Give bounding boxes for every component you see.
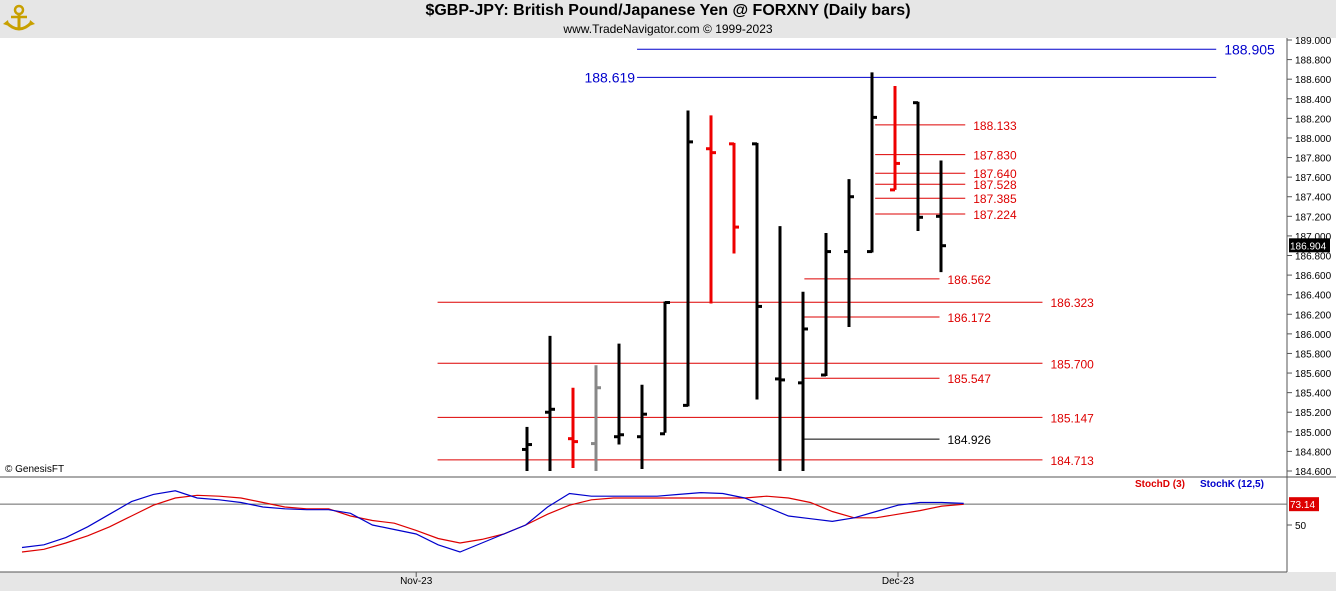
ohlc-bar — [729, 142, 739, 254]
level-label: 184.926 — [948, 433, 992, 447]
ohlc-bar — [936, 160, 946, 273]
y-tick-label: 188.600 — [1295, 75, 1332, 86]
ohlc-bar — [637, 384, 647, 470]
y-tick-label: 188.400 — [1295, 95, 1332, 106]
level-label: 185.547 — [948, 372, 992, 386]
y-tick-label: 184.800 — [1295, 447, 1332, 458]
y-tick-label: 186.400 — [1295, 291, 1332, 302]
ohlc-bar — [844, 179, 854, 328]
y-tick-label: 185.800 — [1295, 349, 1332, 360]
stoch-last-value-label: 73.14 — [1290, 500, 1315, 511]
y-tick-label: 189.000 — [1295, 36, 1332, 47]
ohlc-bar — [522, 426, 532, 471]
last-price-label: 186.904 — [1290, 241, 1327, 252]
level-label: 188.905 — [1224, 41, 1275, 57]
y-tick-label: 187.200 — [1295, 212, 1332, 223]
ohlc-bar — [591, 365, 601, 471]
level-label: 188.619 — [584, 69, 635, 85]
last-price-box — [1289, 238, 1330, 253]
ohlc-bar — [775, 226, 785, 471]
ohlc-bar — [890, 86, 900, 192]
ohlc-bar — [913, 101, 923, 232]
y-tick-label: 187.600 — [1295, 173, 1332, 184]
y-tick-label: 185.200 — [1295, 408, 1332, 419]
stochd-legend: StochD (3) — [1135, 479, 1185, 490]
y-tick-label: 186.000 — [1295, 330, 1332, 341]
level-label: 188.133 — [973, 119, 1017, 133]
y-tick-label: 188.200 — [1295, 114, 1332, 125]
stochd-line — [21, 494, 964, 553]
level-label: 187.830 — [973, 149, 1017, 163]
watermark: © GenesisFT — [5, 464, 64, 475]
stochk-line — [21, 490, 964, 553]
y-tick-label: 188.000 — [1295, 134, 1332, 145]
y-tick-label: 185.400 — [1295, 389, 1332, 400]
axis-panel-bg — [1287, 38, 1336, 572]
stochk-legend: StochK (12,5) — [1200, 479, 1264, 490]
y-tick-label: 187.400 — [1295, 193, 1332, 204]
x-tick-label: Nov-23 — [400, 576, 433, 587]
level-label: 186.562 — [948, 273, 992, 287]
level-label: 187.640 — [973, 167, 1017, 181]
indicator-panel-bg — [0, 477, 1287, 572]
level-label: 184.713 — [1050, 454, 1094, 468]
y-tick-label: 185.600 — [1295, 369, 1332, 380]
ohlc-bar — [568, 387, 578, 469]
y-tick-label: 188.800 — [1295, 56, 1332, 67]
y-tick-label: 184.600 — [1295, 467, 1332, 478]
ohlc-bar — [867, 72, 877, 254]
ohlc-bar — [706, 115, 716, 304]
navigator-logo-icon — [3, 4, 35, 31]
ohlc-bar — [660, 301, 670, 436]
ohlc-bar — [798, 291, 808, 471]
y-tick-label: 187.000 — [1295, 232, 1332, 243]
x-tick-label: Dec-23 — [882, 576, 915, 587]
ohlc-bar — [614, 343, 624, 445]
chart-title: $GBP-JPY: British Pound/Japanese Yen @ F… — [425, 2, 911, 19]
level-label: 186.172 — [948, 311, 992, 325]
ohlc-bar — [683, 110, 693, 407]
y-tick-label: 186.200 — [1295, 310, 1332, 321]
y-tick-label: 186.800 — [1295, 252, 1332, 263]
ohlc-bar — [821, 232, 831, 377]
stoch-tick-label: 50 — [1295, 521, 1307, 532]
level-label: 187.224 — [973, 208, 1017, 222]
ohlc-bar — [545, 335, 555, 471]
level-label: 187.528 — [973, 178, 1017, 192]
y-tick-label: 187.800 — [1295, 154, 1332, 165]
level-label: 186.323 — [1050, 296, 1094, 310]
level-label: 185.147 — [1050, 411, 1094, 425]
stoch-last-value-box — [1289, 497, 1319, 512]
chart-subtitle: www.TradeNavigator.com © 1999-2023 — [563, 22, 773, 36]
y-tick-label: 186.600 — [1295, 271, 1332, 282]
level-label: 185.700 — [1050, 357, 1094, 371]
y-tick-label: 185.000 — [1295, 428, 1332, 439]
level-label: 187.385 — [973, 192, 1017, 206]
ohlc-bar — [752, 142, 762, 400]
